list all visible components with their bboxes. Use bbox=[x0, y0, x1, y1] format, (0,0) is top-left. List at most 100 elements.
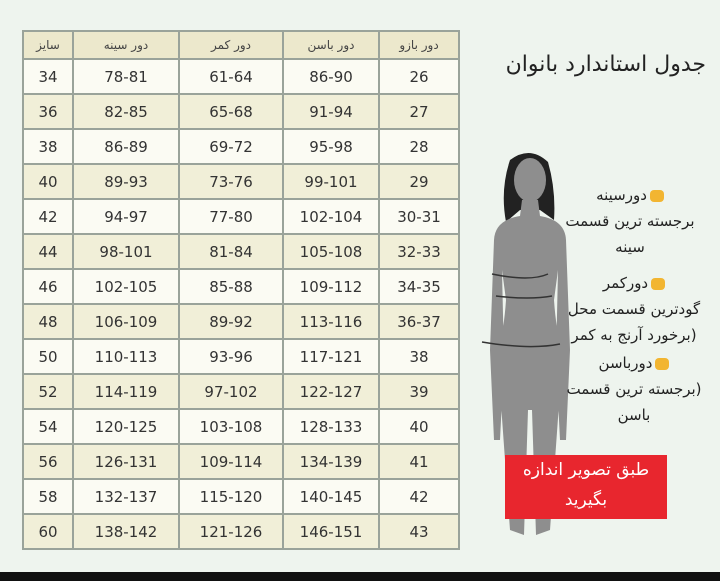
pointing-hand-icon bbox=[655, 357, 670, 370]
cell-waist: 85-88 bbox=[178, 268, 284, 305]
cell-arm: 43 bbox=[378, 513, 460, 550]
cell-size: 54 bbox=[22, 408, 74, 445]
table-row: 60 138-142 121-126 146-151 43 bbox=[22, 513, 460, 550]
cell-size: 50 bbox=[22, 338, 74, 375]
hip-desc: (برجسته ترین قسمت bbox=[566, 380, 702, 398]
cell-chest: 114-119 bbox=[72, 373, 180, 410]
pointing-hand-icon bbox=[651, 277, 666, 290]
cell-size: 44 bbox=[22, 233, 74, 270]
cell-chest: 86-89 bbox=[72, 128, 180, 165]
waist-desc: گودترین قسمت محل bbox=[567, 300, 701, 318]
cell-arm: 28 bbox=[378, 128, 460, 165]
table-row: 46 102-105 85-88 109-112 34-35 bbox=[22, 268, 460, 305]
cell-hip: 128-133 bbox=[282, 408, 380, 445]
table-row: 42 94-97 77-80 102-104 30-31 bbox=[22, 198, 460, 235]
hip-title: دورباسن bbox=[598, 354, 653, 372]
cell-waist: 93-96 bbox=[178, 338, 284, 375]
cell-hip: 113-116 bbox=[282, 303, 380, 340]
cell-chest: 78-81 bbox=[72, 58, 180, 95]
cell-size: 60 bbox=[22, 513, 74, 550]
waist-label: دورکمر گودترین قسمت محل (برخورد آرنج به … bbox=[554, 270, 714, 348]
pointing-hand-icon bbox=[649, 189, 664, 202]
cell-chest: 98-101 bbox=[72, 233, 180, 270]
cell-arm: 38 bbox=[378, 338, 460, 375]
table-row: 34 78-81 61-64 86-90 26 bbox=[22, 58, 460, 95]
cell-arm: 36-37 bbox=[378, 303, 460, 340]
header-chest: دور سینه bbox=[72, 30, 180, 60]
cell-size: 34 bbox=[22, 58, 74, 95]
cell-arm: 39 bbox=[378, 373, 460, 410]
cell-arm: 34-35 bbox=[378, 268, 460, 305]
cell-hip: 109-112 bbox=[282, 268, 380, 305]
cell-chest: 138-142 bbox=[72, 513, 180, 550]
cell-arm: 27 bbox=[378, 93, 460, 130]
cell-size: 38 bbox=[22, 128, 74, 165]
cell-chest: 94-97 bbox=[72, 198, 180, 235]
cell-arm: 29 bbox=[378, 163, 460, 200]
cell-chest: 132-137 bbox=[72, 478, 180, 515]
header-size: سایز bbox=[22, 30, 74, 60]
cell-chest: 106-109 bbox=[72, 303, 180, 340]
size-table: سایز دور سینه دور کمر دور باسن دور بازو 34 78-… bbox=[22, 30, 460, 550]
cell-hip: 134-139 bbox=[282, 443, 380, 480]
cell-size: 56 bbox=[22, 443, 74, 480]
cell-waist: 69-72 bbox=[178, 128, 284, 165]
cell-hip: 117-121 bbox=[282, 338, 380, 375]
table-row: 52 114-119 97-102 122-127 39 bbox=[22, 373, 460, 410]
table-row: 54 120-125 103-108 128-133 40 bbox=[22, 408, 460, 445]
table-row: 36 82-85 65-68 91-94 27 bbox=[22, 93, 460, 130]
cell-arm: 32-33 bbox=[378, 233, 460, 270]
cell-chest: 82-85 bbox=[72, 93, 180, 130]
waist-desc-2: (برخورد آرنج به کمر bbox=[571, 326, 697, 344]
cell-size: 52 bbox=[22, 373, 74, 410]
table-row: 40 89-93 73-76 99-101 29 bbox=[22, 163, 460, 200]
cell-size: 48 bbox=[22, 303, 74, 340]
chest-desc-2: سینه bbox=[615, 238, 645, 256]
cell-hip: 99-101 bbox=[282, 163, 380, 200]
cell-chest: 126-131 bbox=[72, 443, 180, 480]
instruction-note: طبق تصویر اندازه بگیرید bbox=[505, 455, 667, 519]
cell-size: 46 bbox=[22, 268, 74, 305]
chest-label: دورسینه برجسته ترین قسمت سینه bbox=[560, 182, 700, 260]
note-line-1: طبق تصویر اندازه bbox=[522, 460, 650, 480]
chart-title: جدول استاندارد بانوان bbox=[505, 52, 706, 77]
table-row: 56 126-131 109-114 134-139 41 bbox=[22, 443, 460, 480]
cell-waist: 73-76 bbox=[178, 163, 284, 200]
header-waist: دور کمر bbox=[178, 30, 284, 60]
cell-hip: 146-151 bbox=[282, 513, 380, 550]
cell-chest: 102-105 bbox=[72, 268, 180, 305]
table-row: 38 86-89 69-72 95-98 28 bbox=[22, 128, 460, 165]
cell-waist: 103-108 bbox=[178, 408, 284, 445]
cell-chest: 120-125 bbox=[72, 408, 180, 445]
table-row: 58 132-137 115-120 140-145 42 bbox=[22, 478, 460, 515]
header-arm: دور بازو bbox=[378, 30, 460, 60]
cell-waist: 97-102 bbox=[178, 373, 284, 410]
waist-title: دورکمر bbox=[602, 274, 649, 292]
cell-hip: 102-104 bbox=[282, 198, 380, 235]
cell-chest: 89-93 bbox=[72, 163, 180, 200]
cell-arm: 26 bbox=[378, 58, 460, 95]
cell-waist: 89-92 bbox=[178, 303, 284, 340]
cell-waist: 77-80 bbox=[178, 198, 284, 235]
bottom-bar bbox=[0, 572, 720, 581]
cell-size: 36 bbox=[22, 93, 74, 130]
cell-size: 42 bbox=[22, 198, 74, 235]
table-row: 48 106-109 89-92 113-116 36-37 bbox=[22, 303, 460, 340]
cell-arm: 40 bbox=[378, 408, 460, 445]
hip-label: دورباسن (برجسته ترین قسمت باسن bbox=[554, 350, 714, 428]
chest-title: دورسینه bbox=[596, 186, 647, 204]
cell-size: 40 bbox=[22, 163, 74, 200]
cell-arm: 41 bbox=[378, 443, 460, 480]
cell-waist: 121-126 bbox=[178, 513, 284, 550]
cell-hip: 86-90 bbox=[282, 58, 380, 95]
cell-waist: 115-120 bbox=[178, 478, 284, 515]
cell-waist: 65-68 bbox=[178, 93, 284, 130]
note-line-2: بگیرید bbox=[564, 490, 608, 510]
cell-chest: 110-113 bbox=[72, 338, 180, 375]
cell-waist: 81-84 bbox=[178, 233, 284, 270]
cell-arm: 42 bbox=[378, 478, 460, 515]
cell-waist: 109-114 bbox=[178, 443, 284, 480]
cell-hip: 95-98 bbox=[282, 128, 380, 165]
cell-hip: 91-94 bbox=[282, 93, 380, 130]
cell-waist: 61-64 bbox=[178, 58, 284, 95]
